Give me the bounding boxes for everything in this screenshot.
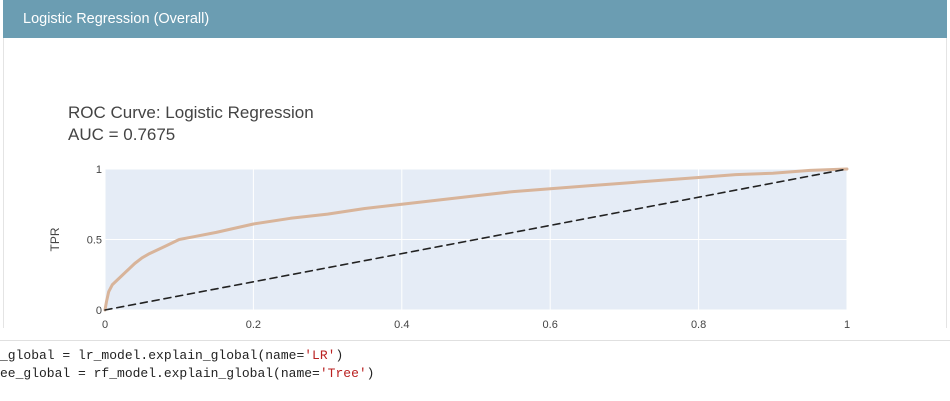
chart-title: ROC Curve: Logistic Regression bbox=[68, 103, 314, 122]
series-layer bbox=[103, 167, 849, 312]
code-line-1-string: 'LR' bbox=[304, 348, 336, 363]
code-cell[interactable]: _global = lr_model.explain_global(name='… bbox=[0, 340, 950, 401]
code-line-1-prefix: _global = lr_model.explain_global(name= bbox=[0, 348, 305, 363]
y-tick-label: 1 bbox=[96, 164, 102, 176]
x-tick-label: 1 bbox=[844, 319, 850, 328]
code-line-2-string: 'Tree' bbox=[319, 366, 367, 381]
x-tick-label: 0 bbox=[102, 319, 108, 328]
chart-panel: ROC Curve: Logistic Regression AUC = 0.7… bbox=[3, 38, 947, 328]
code-line-1-suffix: ) bbox=[335, 348, 344, 363]
panel-title: Logistic Regression (Overall) bbox=[23, 11, 210, 27]
chart-subtitle: AUC = 0.7675 bbox=[68, 125, 176, 144]
code-line-1: _global = lr_model.explain_global(name='… bbox=[0, 348, 343, 363]
chart-title-block: ROC Curve: Logistic Regression AUC = 0.7… bbox=[68, 102, 314, 146]
code-line-2-suffix: ) bbox=[366, 366, 375, 381]
tick-labels: 0 0.2 0.4 0.6 0.8 1 0 0.5 1 bbox=[87, 164, 850, 328]
random-baseline-line bbox=[104, 168, 848, 311]
code-line-2: ee_global = rf_model.explain_global(name… bbox=[0, 366, 374, 381]
roc-curve-line bbox=[103, 167, 849, 312]
y-axis-title: TPR bbox=[48, 227, 62, 251]
roc-chart: 0 0.2 0.4 0.6 0.8 1 0 0.5 1 TPR bbox=[48, 164, 850, 328]
panel-header: Logistic Regression (Overall) bbox=[3, 0, 947, 38]
code-line-2-prefix: ee_global = rf_model.explain_global(name… bbox=[0, 366, 320, 381]
x-tick-label: 0.8 bbox=[691, 319, 706, 328]
x-tick-label: 0.6 bbox=[543, 319, 558, 328]
x-tick-label: 0.4 bbox=[394, 319, 409, 328]
y-tick-label: 0 bbox=[96, 305, 102, 317]
grid-lines bbox=[104, 168, 848, 311]
x-tick-label: 0.2 bbox=[246, 319, 261, 328]
y-tick-label: 0.5 bbox=[87, 235, 102, 247]
